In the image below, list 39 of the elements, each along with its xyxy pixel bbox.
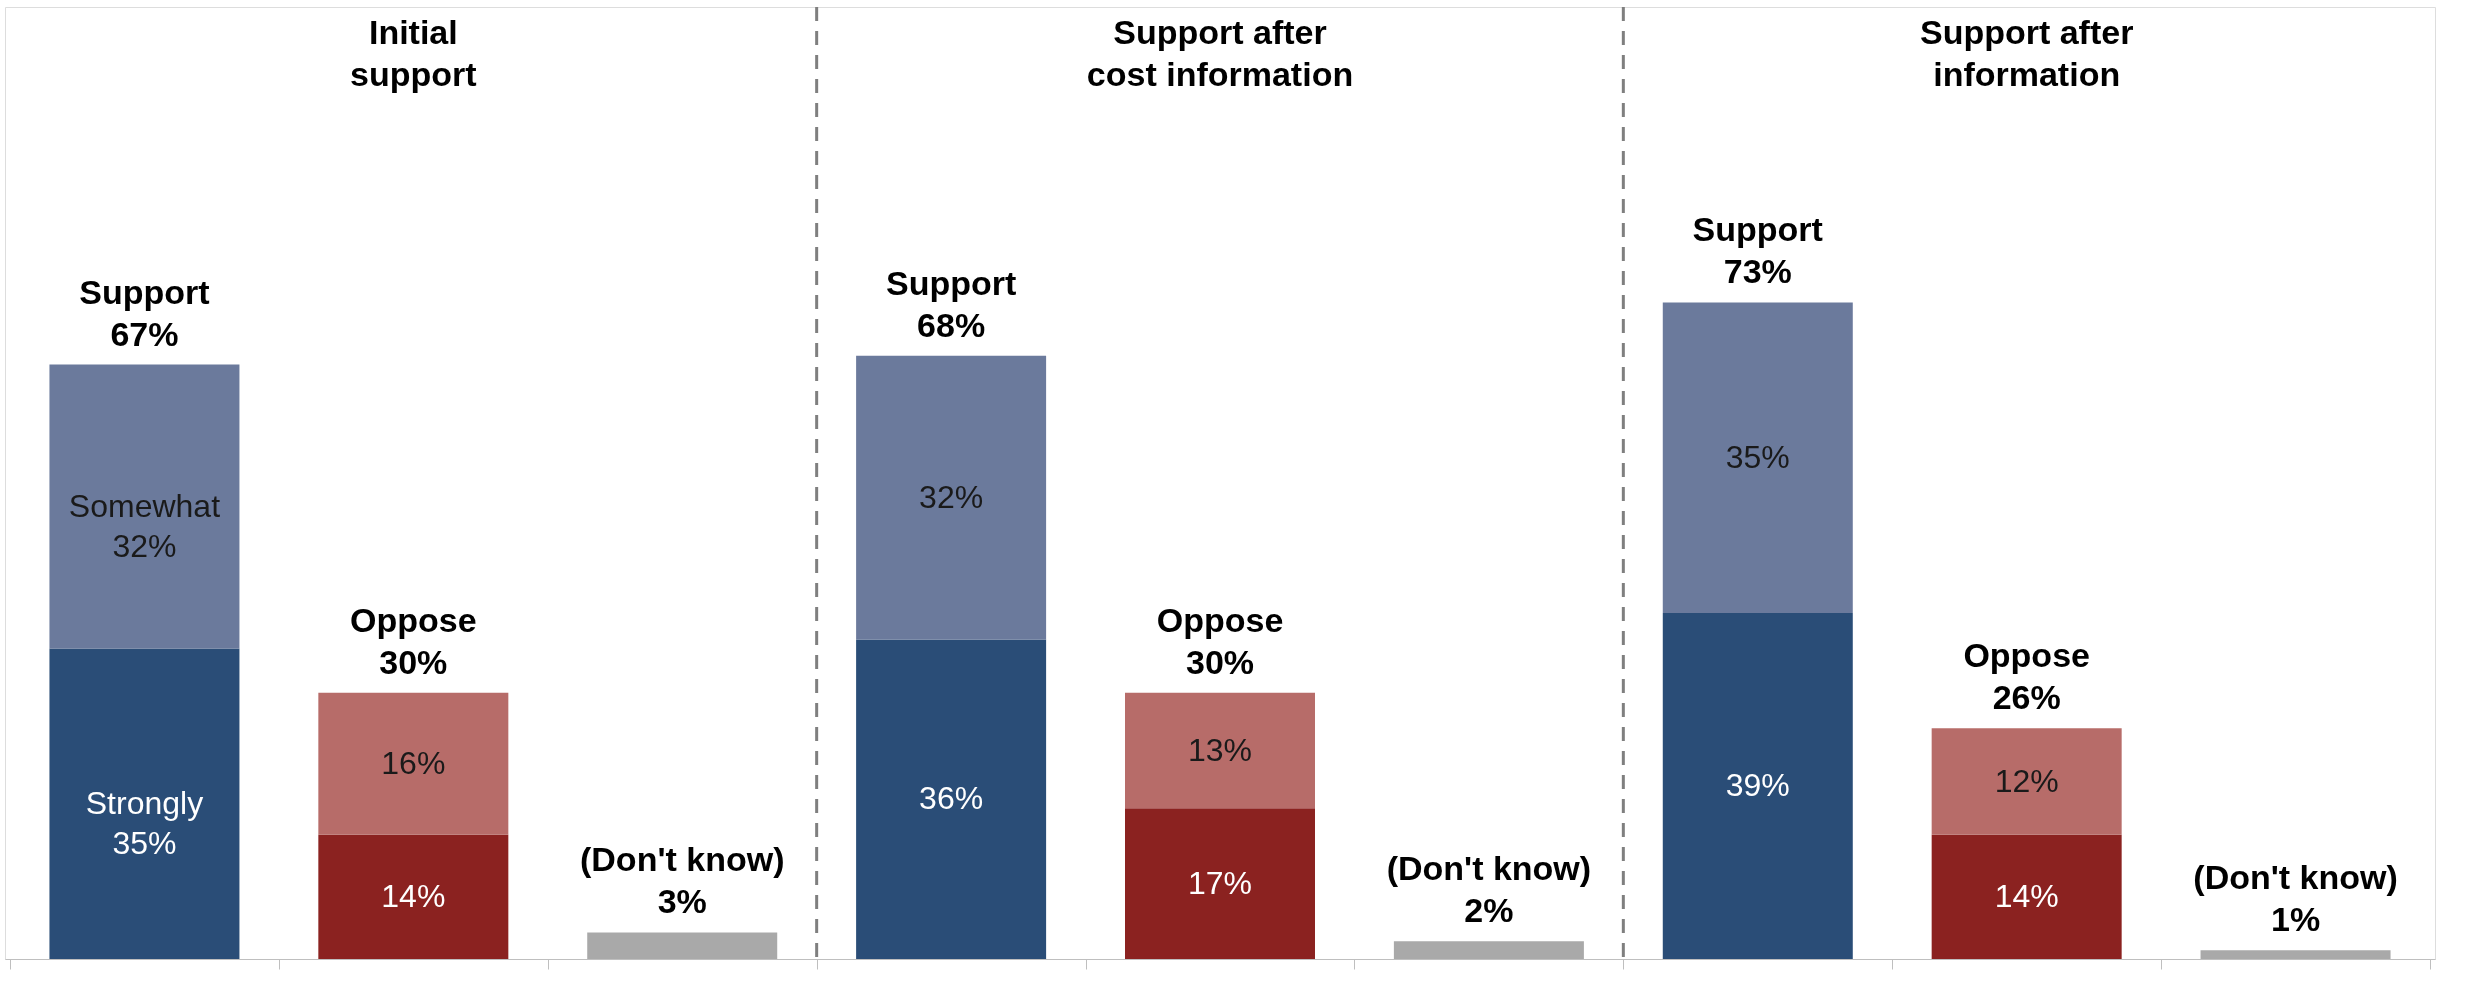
text: Initial support [350,13,477,93]
bar [49,648,240,959]
bar [318,692,509,835]
total-label: Oppose 26% [1963,636,2090,717]
text: Support after information [1919,13,2134,93]
data-label: Strongly 35% [85,784,204,861]
total-label: (Don't know) 1% [2193,858,2398,939]
bar [49,364,240,649]
total-label: Oppose 30% [350,600,477,681]
data-label: 35% [1725,438,1790,475]
bar [318,834,509,959]
bar [1662,302,1853,613]
data-label: 14% [381,877,446,914]
bar [1125,692,1315,809]
data-label: 16% [381,744,446,781]
data-label: 13% [1187,731,1253,768]
total-label: Support 68% [885,263,1017,344]
bar [587,932,778,959]
bar [856,639,1047,959]
bar [1931,728,2122,835]
bar [856,355,1047,640]
data-label: 12% [1994,762,2059,799]
bar [2200,950,2391,959]
total-label: (Don't know) 2% [1386,849,1592,930]
data-label: Somewhat 32% [68,487,221,564]
text: Support after cost information [1086,13,1354,93]
data-label: 32% [919,478,984,515]
total-label: Support 73% [1692,210,1823,291]
data-label: 17% [1187,864,1253,901]
total-label: Oppose 30% [1156,600,1284,681]
total-label: (Don't know) 3% [579,840,785,921]
bar [1393,941,1584,959]
data-label: 14% [1994,877,2059,914]
total-label: Support 67% [79,272,210,353]
data-label: 36% [919,780,984,817]
bar [1662,612,1853,959]
bar [1125,808,1315,959]
bar [1931,834,2122,959]
data-label: 39% [1725,766,1790,803]
